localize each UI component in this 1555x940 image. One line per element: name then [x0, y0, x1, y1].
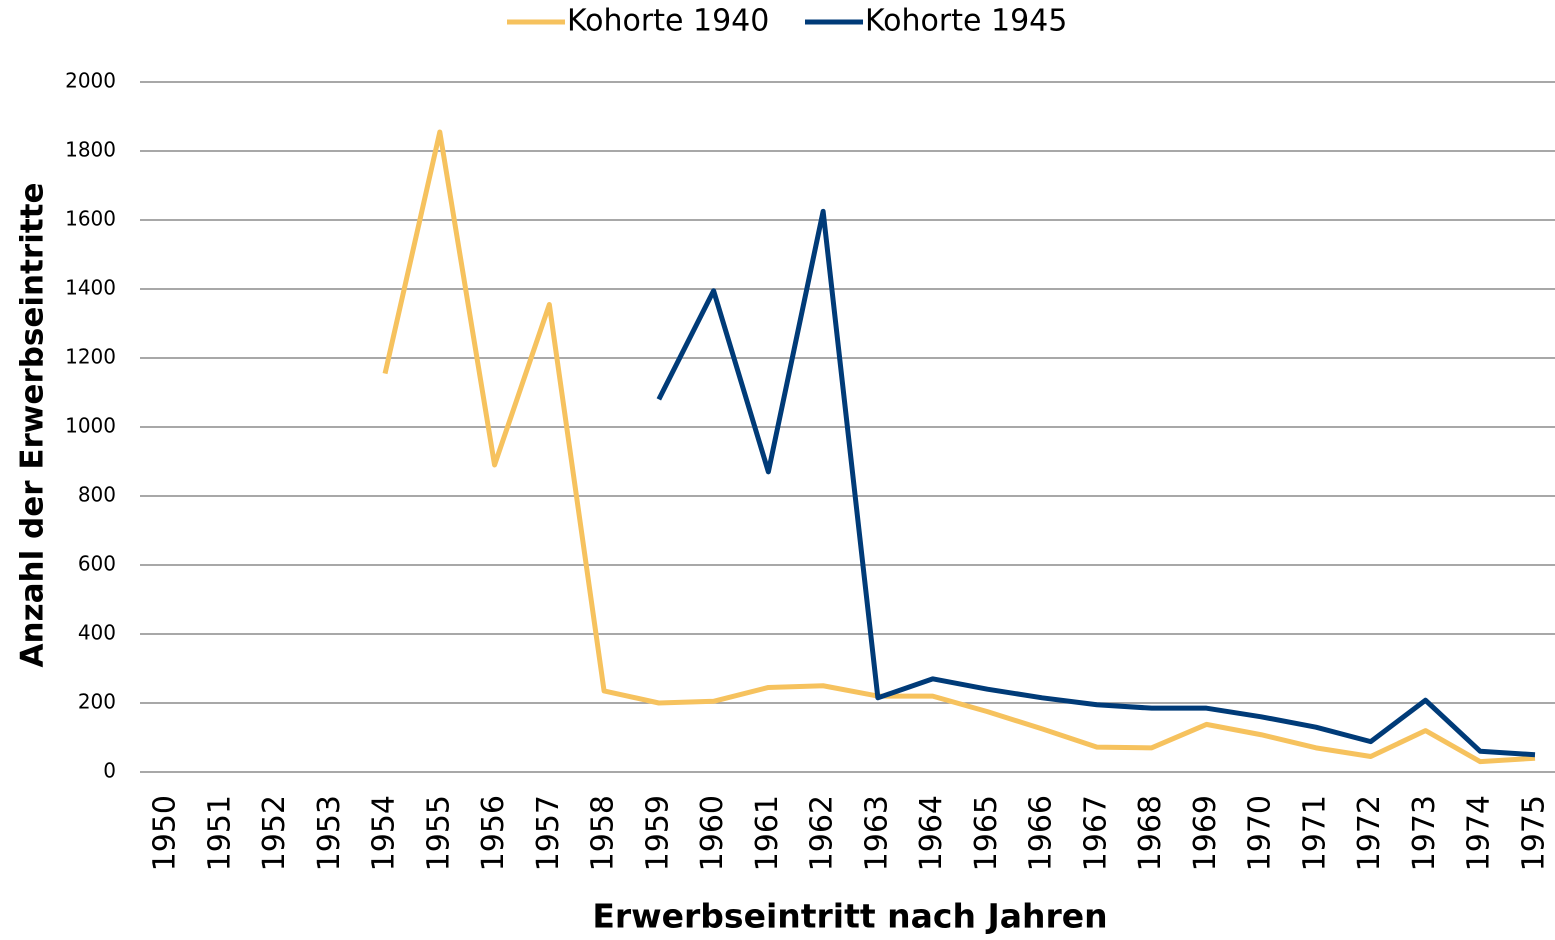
y-tick-label: 1800: [65, 138, 116, 162]
data-line: [382, 129, 1536, 765]
x-tick-label: 1974: [1462, 795, 1497, 871]
x-tick-label: 1973: [1407, 795, 1442, 871]
y-tick-label: 800: [78, 483, 116, 507]
x-tick-label: 1965: [969, 795, 1004, 871]
x-tick-label: 1970: [1243, 795, 1278, 871]
y-axis-title: Anzahl der Erwerbseintritte: [15, 183, 51, 668]
x-tick-label: 1962: [805, 795, 840, 871]
x-tick-label: 1953: [312, 795, 347, 871]
y-tick-label: 1200: [65, 345, 116, 369]
legend-label: Kohorte 1945: [865, 4, 1067, 39]
y-tick-label: 200: [78, 690, 116, 714]
x-tick-label: 1971: [1297, 795, 1332, 871]
x-tick-label: 1956: [476, 795, 511, 871]
y-tick-label: 400: [78, 621, 116, 645]
y-tick-label: 600: [78, 552, 116, 576]
legend-label: Kohorte 1940: [567, 4, 769, 39]
x-tick-label: 1961: [750, 795, 785, 871]
y-tick-label: 1400: [65, 276, 116, 300]
x-tick-label: 1959: [640, 795, 675, 871]
x-tick-label: 1972: [1352, 795, 1387, 871]
x-tick-label: 1957: [531, 795, 566, 871]
y-tick-label: 1000: [65, 414, 116, 438]
x-tick-label: 1968: [1133, 795, 1168, 871]
x-tick-label: 1958: [586, 795, 621, 871]
data-line: [656, 208, 1536, 758]
x-tick-label: 1950: [148, 795, 183, 871]
x-tick-label: 1975: [1517, 795, 1552, 871]
x-tick-label: 1967: [1078, 795, 1113, 871]
x-tick-label: 1964: [914, 795, 949, 871]
x-tick-label: 1960: [695, 795, 730, 871]
x-tick-label: 1963: [859, 795, 894, 871]
x-tick-label: 1969: [1188, 795, 1223, 871]
x-tick-label: 1955: [421, 795, 456, 871]
x-tick-label: 1952: [257, 795, 292, 871]
x-tick-label: 1951: [202, 795, 237, 871]
y-tick-label: 2000: [65, 69, 116, 93]
x-tick-label: 1966: [1024, 795, 1059, 871]
x-tick-label: 1954: [367, 795, 402, 871]
y-tick-label: 0: [103, 759, 116, 783]
x-axis-title: Erwerbseintritt nach Jahren: [592, 897, 1107, 936]
y-tick-label: 1600: [65, 207, 116, 231]
